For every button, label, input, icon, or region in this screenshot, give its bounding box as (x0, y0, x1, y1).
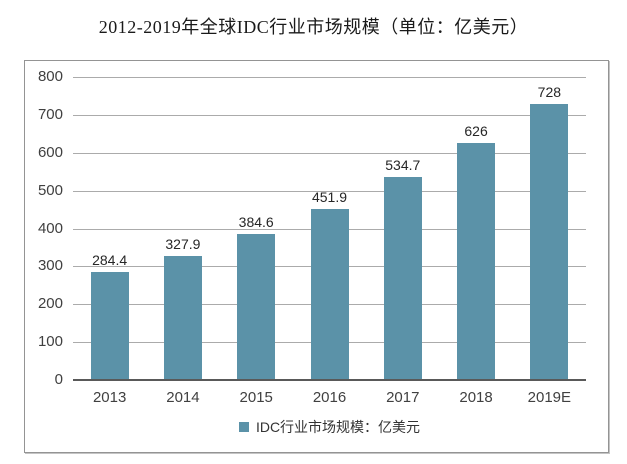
x-axis-tick-label: 2013 (92, 389, 127, 406)
y-axis-tick-label: 400 (37, 219, 63, 237)
x-axis-line (73, 379, 586, 381)
bar-value-label: 284.4 (92, 252, 128, 269)
y-axis-tick-label: 100 (37, 333, 63, 351)
bar-value-label: 327.9 (165, 235, 201, 252)
legend-swatch-icon (238, 422, 249, 432)
bar (90, 272, 129, 380)
x-axis-tick-label: 2017 (386, 389, 420, 406)
y-axis-tick-label: 300 (37, 257, 63, 275)
bar-value-label: 534.7 (385, 157, 421, 174)
bar (530, 104, 569, 380)
bar-value-label: 384.6 (238, 214, 274, 231)
bar (457, 142, 496, 380)
bar (383, 177, 422, 380)
bar (310, 208, 349, 380)
x-axis-tick-label: 2014 (166, 389, 200, 406)
gridline (73, 152, 586, 154)
x-axis-tick-label: 2018 (459, 389, 493, 406)
bar (163, 255, 202, 380)
gridline (73, 190, 586, 192)
y-axis-tick-label: 600 (37, 143, 63, 161)
y-axis-tick-label: 800 (37, 68, 63, 85)
x-axis-tick-label: 2019E (527, 389, 572, 406)
gridline (73, 77, 586, 78)
legend-label: IDC行业市场规模：亿美元 (255, 419, 421, 435)
bar-value-label: 451.9 (311, 188, 348, 205)
gridline (73, 114, 586, 116)
bar-value-label: 626 (464, 122, 488, 139)
bar-value-label: 728 (537, 84, 562, 101)
legend: IDC行业市场规模：亿美元 (73, 417, 586, 437)
y-axis-tick-label: 500 (37, 181, 63, 199)
chart-title: 2012-2019年全球IDC行业市场规模（单位：亿美元） (98, 17, 529, 37)
y-axis-tick-label: 200 (37, 295, 63, 313)
y-axis-tick-label: 700 (37, 105, 63, 123)
x-axis-tick-label: 2015 (239, 389, 273, 406)
x-axis-tick-label: 2016 (312, 389, 347, 406)
y-axis-tick-label: 0 (54, 371, 63, 388)
chart-frame: 0 100 200 300 400 500 600 700 800 284.4 2013 327.9 2… (24, 60, 609, 453)
bar (237, 234, 276, 380)
